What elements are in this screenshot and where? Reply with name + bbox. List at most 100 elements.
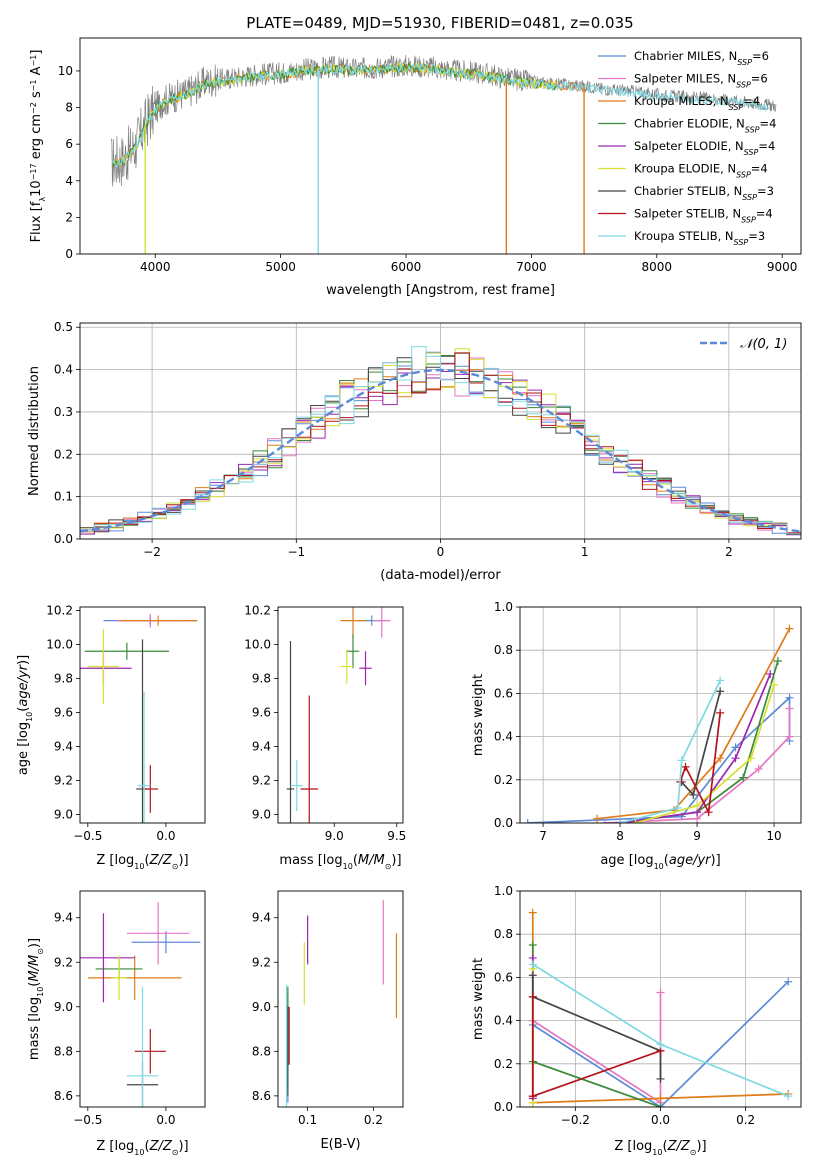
tick-label-y: 8.6 [54,1089,73,1103]
tick-label-x: −0.5 [73,1113,102,1127]
tick-label-y: 10.2 [244,603,271,617]
plot-age_vs_Z: −0.5 0.0 9.0 9.2 9.4 9.6 9.8 10.0 10.2 Z [log10(Z… [16,603,206,871]
tick-label-x: 7 [539,829,547,843]
plot-age_vs_mass: 9.0 9.5 9.0 9.2 9.4 9.6 9.8 10.0 10.2 mass [log10… [244,603,406,871]
legend-label: Chabrier ELODIE, NSSP=4 [634,117,776,135]
x-axis-label: wavelength [Angstrom, rest frame] [326,283,555,298]
plot-area [528,908,793,1107]
plot-mass_vs_ebv: 0.1 0.2 8.6 8.8 9.0 9.2 9.4 E(B-V) [252,890,404,1152]
legend-label: Salpeter STELIB, NSSP=4 [634,207,773,225]
x-axis-label: age [log10(age/yr)] [600,853,720,871]
data-point-marker [528,1092,537,1101]
data-point-marker [739,773,748,782]
data-point-marker [784,1092,793,1101]
legend-label: Kroupa ELODIE, NSSP=4 [634,162,768,180]
tick-label-x: 1 [581,545,589,559]
tick-label-y: 0.8 [494,643,513,657]
tick-label-y: 0.1 [54,490,73,504]
data-point-marker [770,680,779,689]
tick-label-y: 9.8 [54,671,73,685]
tick-label-y: 9.2 [54,773,73,787]
tick-label-y: 0.6 [494,970,513,984]
mass-weight-line [619,660,779,823]
tick-label-x: −1 [287,545,305,559]
legend-label: Salpeter ELODIE, NSSP=4 [634,139,775,157]
data-point-marker [731,743,740,752]
legend-label: Chabrier STELIB, NSSP=3 [634,184,774,202]
plot-area [110,54,777,254]
tick-label-x: 0.0 [156,829,175,843]
plot-area [80,613,198,823]
data-point-marker [754,765,763,773]
tick-label-x: 0.2 [364,1113,383,1127]
tick-label-y: 9.4 [252,911,271,925]
tick-label-y: 8.6 [252,1089,271,1103]
axes-frame [79,606,206,824]
plot-area [285,899,398,1107]
data-point-marker [528,941,537,949]
data-point-marker [592,814,601,823]
figure-title: PLATE=0489, MJD=51930, FIBERID=0481, z=0… [246,14,633,32]
mass-weight-line [679,712,722,816]
data-point-marker [656,1094,665,1103]
legend-spectrum: Chabrier MILES, NSSP=6 Salpeter MILES, NS… [598,49,776,247]
data-point-marker [746,754,755,763]
data-point-marker [528,908,537,917]
mass-weight-line [619,680,721,823]
tick-label-y: 10.0 [244,637,271,651]
tick-label-x: 5000 [265,260,296,274]
data-point-marker [677,756,686,765]
tick-label-y: 0.4 [494,730,513,744]
data-point-marker [689,790,698,799]
mass-weight-line [635,684,775,823]
data-point-marker [704,808,713,817]
data-point-marker [716,708,725,717]
tick-label-x: 0.1 [298,1113,317,1127]
data-point-marker [523,819,532,823]
tick-label-y: 0 [65,247,73,261]
mass-weight-line [527,695,791,823]
axes-frame [79,37,802,255]
tick-label-x: 0.0 [156,1113,175,1127]
y-axis-label: mass weight [471,674,486,756]
plot-spectrum: 4000 5000 6000 7000 8000 9000 0 2 4 6 8 10 wavelengt… [29,37,802,298]
tick-label-y: 10 [58,64,73,78]
tick-label-y: 9.4 [54,739,73,753]
normal-distribution-curve [80,368,801,533]
data-point-marker [656,1040,665,1049]
tick-label-x: 2 [725,545,733,559]
plot-massweight_vs_age: 7 8 9 10 0.0 0.2 0.4 0.6 0.8 1.0 age [log10(age/yr… [471,600,802,871]
tick-label-y: 9.2 [252,773,271,787]
data-point-marker [716,754,725,763]
tick-label-x: −0.2 [561,1113,590,1127]
tick-label-y: 9.0 [252,1000,271,1014]
x-axis-label: Z [log10(Z/Z⊙)] [96,853,188,871]
histogram-step-line [80,346,801,535]
tick-label-x: 9 [693,829,701,843]
plot-area [286,607,391,823]
tick-label-y: 9.2 [252,955,271,969]
tick-label-y: 10.2 [46,603,73,617]
data-point-marker [785,732,794,741]
y-axis-label: mass weight [471,958,486,1040]
tick-label-y: 8.8 [252,1044,271,1058]
tick-label-x: −0.5 [73,829,102,843]
mass-weight-line [532,981,789,1107]
tick-label-x: 8000 [642,260,673,274]
tick-label-y: 0.0 [54,532,73,546]
tick-label-y: 9.6 [252,705,271,719]
tick-label-x: 9.0 [325,829,344,843]
data-point-marker [785,693,794,702]
tick-label-y: 9.0 [54,1000,73,1014]
plot-area [80,902,201,1107]
tick-label-y: 1.0 [494,884,513,898]
axes-frame [519,606,802,824]
data-point-marker [600,819,609,823]
tick-label-y: 8 [65,101,73,115]
x-axis-label: E(B-V) [320,1137,360,1152]
x-axis-label: mass [log10(M/M⊙)] [279,853,401,871]
tick-label-x: 9.5 [387,829,406,843]
tick-label-y: 9.4 [252,739,271,753]
legend-label: Kroupa STELIB, NSSP=3 [634,229,765,247]
data-point-marker [785,704,794,713]
